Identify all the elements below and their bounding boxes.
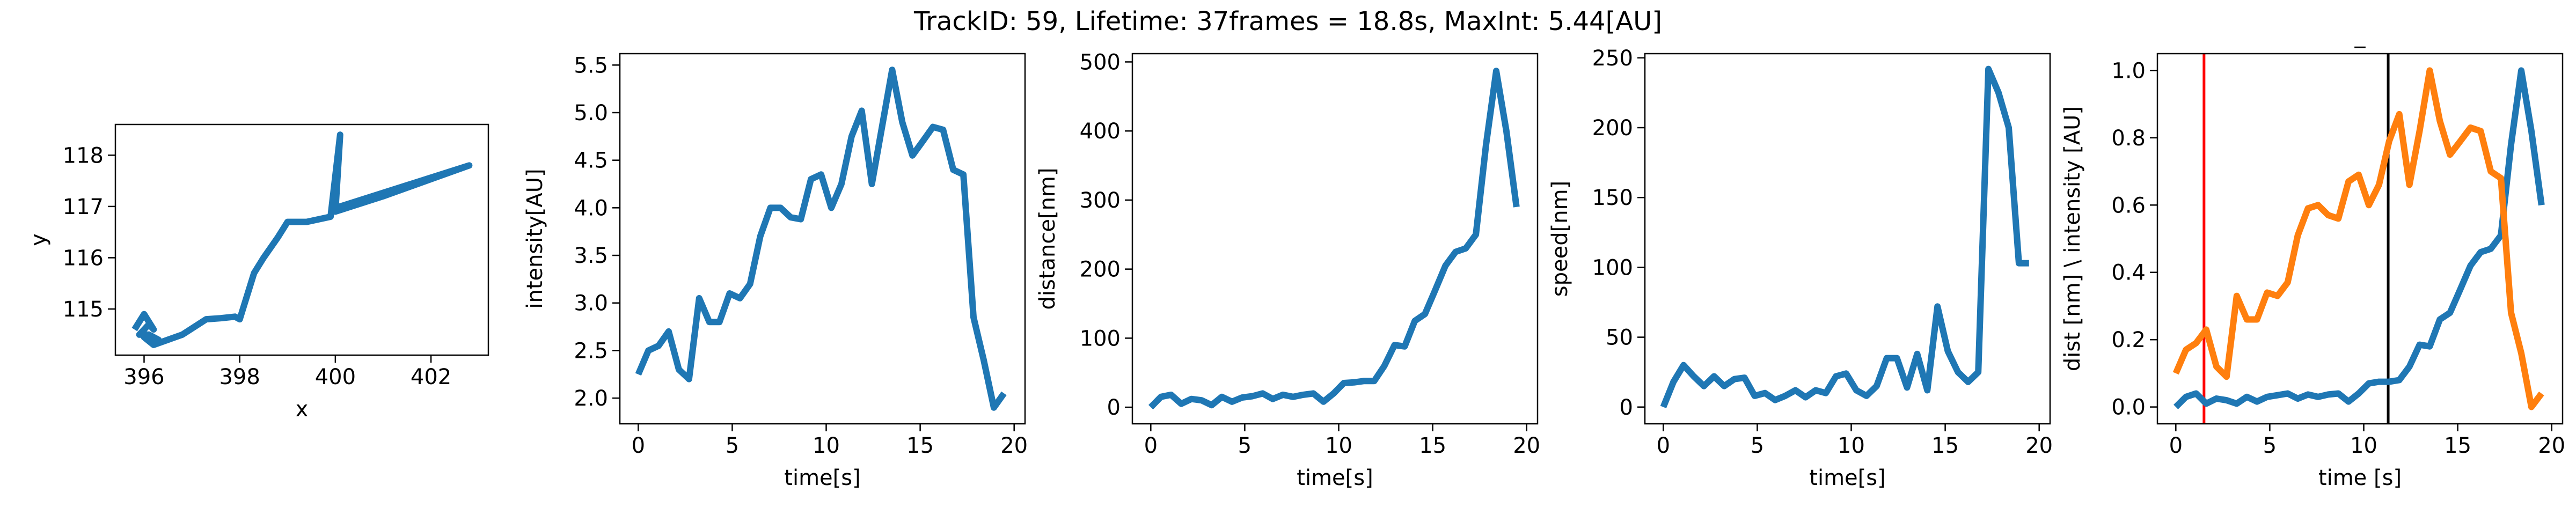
y-tick-label: 3.0 xyxy=(574,291,608,316)
speed-series-0 xyxy=(1660,65,2029,409)
x-tick-label: 5 xyxy=(726,433,739,458)
y-tick-label: 400 xyxy=(1080,119,1121,144)
y-tick-label: 118 xyxy=(63,143,104,168)
y-tick-label: 0.0 xyxy=(2111,395,2146,420)
x-tick-label: 402 xyxy=(411,365,451,389)
y-tick-label: 1.0 xyxy=(2111,58,2146,83)
y-tick-label: 50 xyxy=(1606,326,1633,350)
traj-axes-frame xyxy=(114,123,489,356)
x-tick-label: 15 xyxy=(1419,433,1446,458)
x-tick-label: 0 xyxy=(1144,433,1158,458)
y-tick-label: 0.8 xyxy=(2111,126,2146,151)
y-tick-label: 3.5 xyxy=(574,244,608,268)
y-tick-label: 100 xyxy=(1080,326,1121,351)
y-tick-label: 300 xyxy=(1080,188,1121,213)
overlay-series-0 xyxy=(2174,67,2545,409)
y-tick-label: 250 xyxy=(1592,46,1633,71)
y-tick-label: 0 xyxy=(1620,395,1633,420)
x-tick-label: 10 xyxy=(1325,433,1352,458)
y-axis-label: y xyxy=(26,233,51,246)
y-tick-label: 4.5 xyxy=(574,149,608,173)
intensity-axes-frame xyxy=(619,53,1026,425)
y-tick-label: 100 xyxy=(1592,255,1633,280)
y-axis-label: dist [nm] \ intensity [AU] xyxy=(2060,106,2085,371)
x-axis-label: time [s] xyxy=(2318,466,2402,490)
x-axis-label: time[s] xyxy=(1297,466,1373,490)
x-tick-label: 10 xyxy=(813,433,840,458)
overlay-axes-frame xyxy=(2156,53,2564,425)
y-tick-label: 4.0 xyxy=(574,196,608,220)
y-tick-label: 200 xyxy=(1080,258,1121,282)
y-axis-label: intensity[AU] xyxy=(523,168,547,308)
x-tick-label: 20 xyxy=(1513,433,1540,458)
x-tick-label: 20 xyxy=(1000,433,1028,458)
y-tick-label: 117 xyxy=(63,195,104,219)
y-tick-label: 0.6 xyxy=(2111,193,2146,218)
y-axis-label: distance[nm] xyxy=(1035,167,1060,310)
x-tick-label: 15 xyxy=(906,433,934,458)
trajectory-panel: 396 398 400 402 115 116 117 118 x y xyxy=(26,123,489,422)
y-tick-label: 5.0 xyxy=(574,101,608,126)
x-tick-label: 15 xyxy=(1931,433,1959,458)
y-tick-label: 115 xyxy=(63,297,104,322)
x-tick-label: 5 xyxy=(2263,433,2277,458)
speed-axes-frame xyxy=(1644,53,2051,425)
x-axis-label: x xyxy=(296,397,309,422)
x-axis-label: time[s] xyxy=(784,466,860,490)
y-tick-label: 5.5 xyxy=(574,53,608,78)
y-tick-label: 150 xyxy=(1592,186,1633,210)
y-tick-label: 116 xyxy=(63,246,104,270)
distance-panel: 0 5 10 15 200100200300400500time[s]distance[… xyxy=(1035,50,1540,490)
x-tick-label: 5 xyxy=(1751,433,1764,458)
figure-suptitle: TrackID: 59, Lifetime: 37frames = 18.8s,… xyxy=(913,6,1662,36)
x-tick-label: 400 xyxy=(315,365,356,389)
intensity-series-0 xyxy=(635,67,1007,411)
x-tick-label: 5 xyxy=(1238,433,1252,458)
y-tick-label: 2.5 xyxy=(574,339,608,363)
y-tick-label: 0 xyxy=(1107,395,1121,420)
y-tick-label: 0.2 xyxy=(2111,328,2146,352)
x-axis-label: time[s] xyxy=(1809,466,1885,490)
x-tick-label: 396 xyxy=(123,365,164,389)
y-tick-label: 0.4 xyxy=(2111,261,2146,285)
x-tick-label: 0 xyxy=(2169,433,2183,458)
x-tick-label: 0 xyxy=(1657,433,1670,458)
x-tick-label: 10 xyxy=(1838,433,1865,458)
overlay-series-1 xyxy=(2172,67,2544,410)
x-tick-label: 398 xyxy=(219,365,260,389)
y-tick-label: 2.0 xyxy=(574,386,608,411)
panel-title: _ xyxy=(2354,24,2366,48)
distance-axes-frame xyxy=(1131,53,1539,425)
x-tick-label: 20 xyxy=(2538,433,2565,458)
x-tick-label: 15 xyxy=(2444,433,2471,458)
distance-series-0 xyxy=(1148,68,1520,410)
traj-series-0 xyxy=(131,131,473,348)
x-tick-label: 10 xyxy=(2350,433,2377,458)
x-tick-label: 0 xyxy=(632,433,645,458)
y-tick-label: 500 xyxy=(1080,50,1121,75)
y-axis-label: speed[nm] xyxy=(1548,181,1572,297)
y-tick-label: 200 xyxy=(1592,116,1633,141)
intensity-panel: 0 5 10 15 20 2.0 2.5 3.0 3.5 4.0 4.5 5.0 5.5 time[s] i… xyxy=(523,53,1028,490)
x-tick-label: 20 xyxy=(2025,433,2053,458)
overlay-panel: 0 5 10 15 20 0.0 0.2 0.4 0.6 0.8 1.0 time [s] dist [… xyxy=(2060,24,2565,490)
